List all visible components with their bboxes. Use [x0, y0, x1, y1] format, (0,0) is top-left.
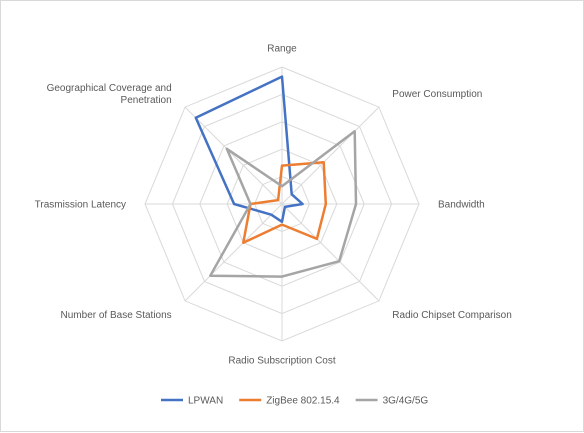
spoke: [184, 106, 283, 205]
category-label-range: Range: [267, 44, 297, 55]
series-layer: [194, 75, 358, 278]
legend-label-lpwan: LPWAN: [188, 396, 223, 407]
category-label-radio-chipset-comparison: Radio Chipset Comparison: [392, 310, 512, 321]
category-label-power-consumption: Power Consumption: [392, 89, 482, 100]
spoke: [184, 203, 283, 302]
legend-item-zigbee-802-15-4: ZigBee 802.15.4: [239, 396, 340, 407]
category-label-bandwidth: Bandwidth: [438, 200, 485, 211]
legend: LPWAN ZigBee 802.15.4 3G/4G/5G: [161, 396, 428, 407]
category-label-radio-subscription-cost: Radio Subscription Cost: [228, 356, 335, 367]
category-label-number-of-base-stations: Number of Base Stations: [61, 310, 172, 321]
legend-label-3g-4g-5g: 3G/4G/5G: [383, 396, 429, 407]
series-lpwan-line: [194, 75, 304, 224]
legend-item-lpwan: LPWAN: [161, 396, 223, 407]
series-3g-4g-5g-line: [209, 130, 358, 278]
category-label-geographical-coverage-and-penetration: Geographical Coverage and Penetration: [47, 83, 172, 106]
category-label-trasmission-latency: Trasmission Latency: [35, 200, 126, 211]
legend-item-3g-4g-5g: 3G/4G/5G: [355, 396, 429, 407]
radar-grid: [144, 66, 420, 342]
series-zigbee-802-15-4-line: [242, 161, 328, 244]
legend-label-zigbee-802-15-4: ZigBee 802.15.4: [266, 396, 340, 407]
category-labels: Range Power Consumption Bandwidth Radio Chi…: [35, 44, 512, 367]
spoke: [281, 203, 380, 302]
spoke: [281, 106, 380, 205]
